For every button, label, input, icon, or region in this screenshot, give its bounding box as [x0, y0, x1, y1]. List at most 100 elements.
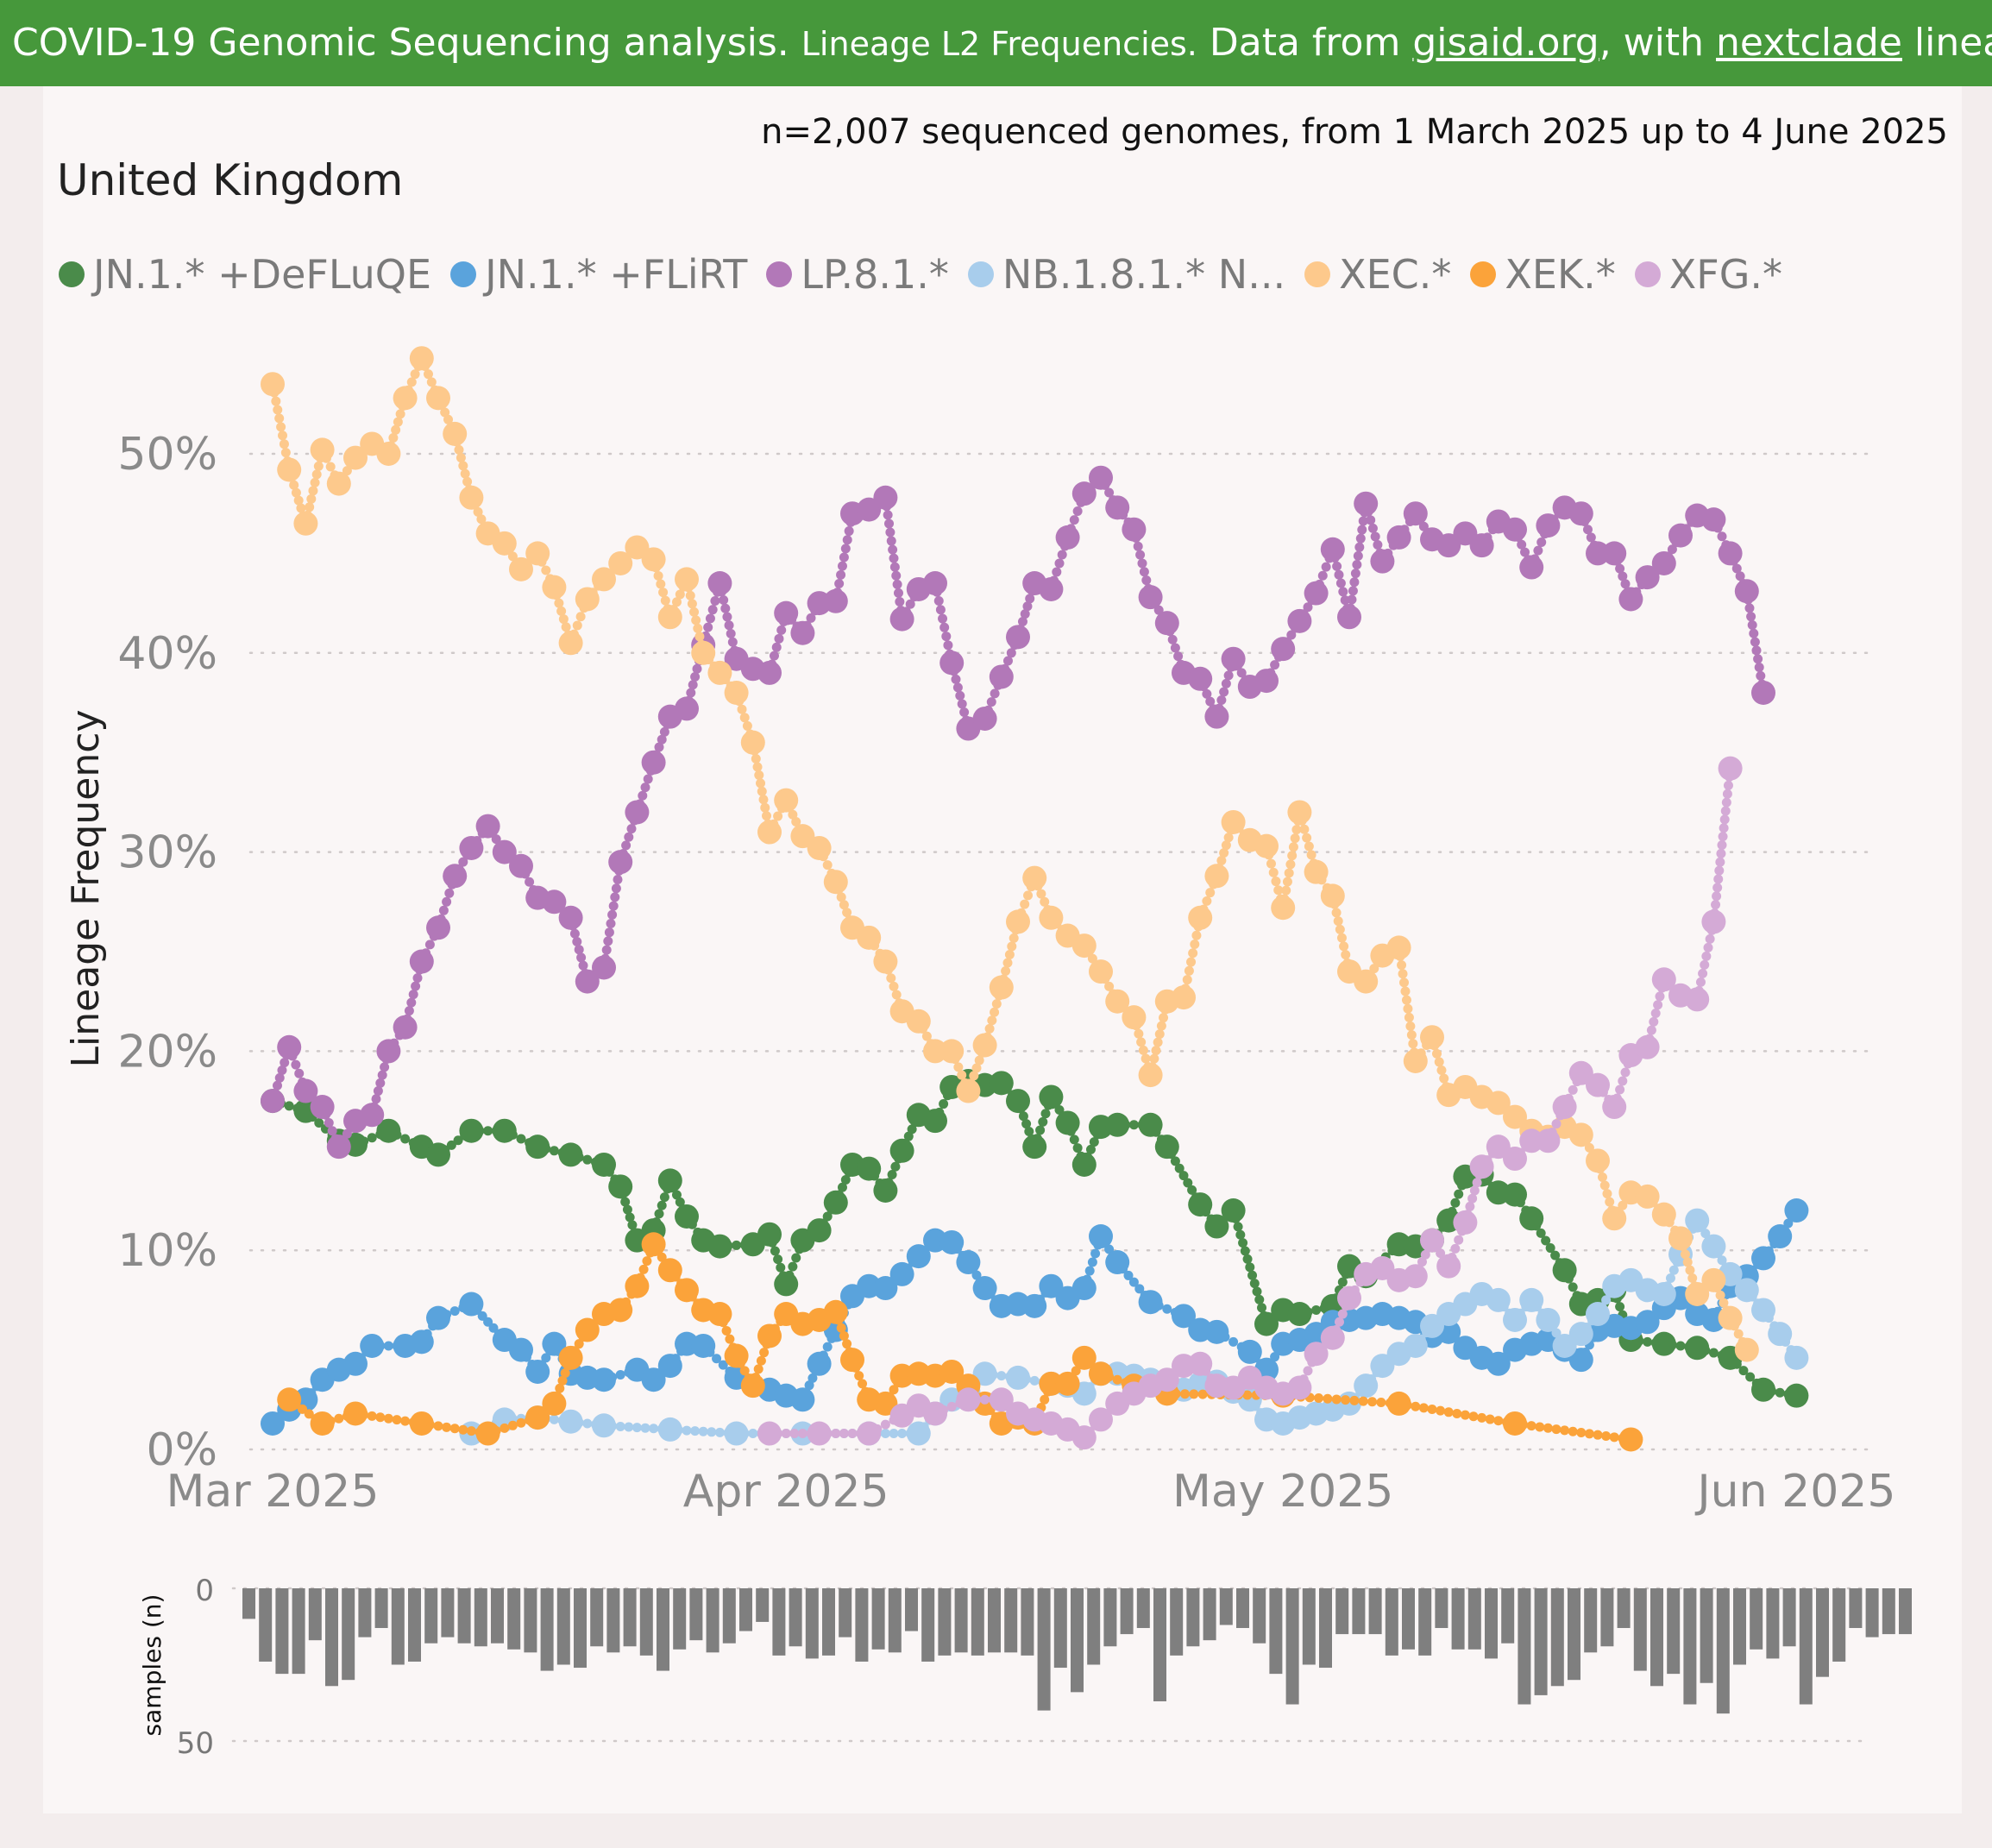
data-point[interactable] [1618, 587, 1643, 612]
data-point[interactable] [261, 1089, 285, 1114]
data-point[interactable] [1586, 1072, 1610, 1097]
data-point[interactable] [1618, 1427, 1643, 1452]
data-point[interactable] [1469, 1154, 1494, 1179]
data-point[interactable] [592, 1413, 616, 1438]
data-point[interactable] [1354, 1373, 1379, 1399]
data-point[interactable] [1718, 756, 1743, 781]
data-point[interactable] [1105, 1250, 1130, 1275]
sample-bar[interactable] [1584, 1588, 1598, 1653]
sample-bar[interactable] [574, 1588, 587, 1669]
data-point[interactable] [558, 905, 583, 930]
data-point[interactable] [1022, 865, 1047, 890]
sample-bar[interactable] [1319, 1588, 1332, 1669]
sample-bar[interactable] [855, 1588, 869, 1662]
data-point[interactable] [1089, 1407, 1113, 1432]
data-point[interactable] [1237, 1339, 1262, 1364]
sample-bar[interactable] [1600, 1588, 1614, 1647]
data-point[interactable] [956, 1387, 981, 1412]
legend-item[interactable]: JN.1.* +FLiRT [450, 251, 747, 298]
data-point[interactable] [1586, 1302, 1610, 1327]
data-point[interactable] [873, 949, 898, 974]
data-point[interactable] [1436, 1254, 1461, 1279]
data-point[interactable] [326, 1135, 351, 1160]
sample-bar[interactable] [590, 1588, 604, 1647]
sample-bar[interactable] [491, 1588, 504, 1644]
data-point[interactable] [1651, 1281, 1676, 1306]
sample-bar[interactable] [1485, 1588, 1498, 1659]
sample-bar[interactable] [805, 1588, 819, 1659]
sample-bar[interactable] [342, 1588, 355, 1681]
data-point[interactable] [1701, 909, 1726, 934]
sample-bar[interactable] [1882, 1588, 1895, 1635]
data-point[interactable] [1006, 625, 1030, 650]
data-point[interactable] [1751, 1377, 1775, 1402]
data-point[interactable] [790, 620, 815, 645]
data-point[interactable] [1188, 905, 1213, 930]
data-point[interactable] [277, 1387, 302, 1412]
data-point[interactable] [1287, 800, 1312, 825]
sample-bar[interactable] [971, 1588, 984, 1656]
data-point[interactable] [1039, 905, 1064, 930]
data-point[interactable] [1453, 1210, 1478, 1235]
sample-bar[interactable] [308, 1588, 322, 1641]
sample-bar[interactable] [1186, 1588, 1200, 1647]
data-point[interactable] [625, 1273, 650, 1298]
sample-bar[interactable] [1550, 1588, 1564, 1687]
data-point[interactable] [1586, 1148, 1610, 1173]
data-point[interactable] [409, 949, 434, 974]
data-point[interactable] [1386, 525, 1411, 550]
data-point[interactable] [1635, 1034, 1660, 1059]
data-point[interactable] [360, 1103, 385, 1128]
data-point[interactable] [1685, 1336, 1710, 1361]
data-point[interactable] [1751, 1246, 1775, 1271]
sample-bar[interactable] [1004, 1588, 1018, 1653]
data-point[interactable] [1568, 501, 1593, 526]
data-point[interactable] [873, 485, 898, 510]
data-point[interactable] [939, 1359, 965, 1384]
sample-bar[interactable] [739, 1588, 752, 1631]
data-point[interactable] [757, 1323, 782, 1348]
data-point[interactable] [1039, 1084, 1064, 1109]
sample-bar[interactable] [888, 1588, 902, 1653]
sample-bar[interactable] [457, 1588, 471, 1644]
data-point[interactable] [939, 651, 965, 676]
sample-bar[interactable] [954, 1588, 968, 1653]
data-point[interactable] [1668, 1226, 1693, 1251]
data-point[interactable] [1701, 1234, 1726, 1259]
data-point[interactable] [1536, 1307, 1561, 1332]
data-point[interactable] [443, 864, 468, 889]
data-point[interactable] [1122, 517, 1147, 542]
legend-item[interactable]: LP.8.1.* [766, 251, 949, 298]
data-point[interactable] [923, 571, 947, 596]
sample-bar[interactable] [606, 1588, 620, 1653]
sample-bar[interactable] [391, 1588, 405, 1665]
data-point[interactable] [857, 1421, 882, 1446]
data-point[interactable] [1503, 1182, 1527, 1207]
data-point[interactable] [774, 600, 799, 625]
data-point[interactable] [1089, 1224, 1113, 1249]
data-point[interactable] [923, 1109, 947, 1134]
sample-bar[interactable] [1385, 1588, 1398, 1656]
data-point[interactable] [1039, 576, 1064, 601]
sample-bar[interactable] [524, 1588, 537, 1653]
legend-item[interactable]: XEK.* [1470, 251, 1616, 298]
data-point[interactable] [873, 1276, 898, 1301]
sample-bar[interactable] [1633, 1588, 1647, 1671]
data-point[interactable] [840, 1348, 864, 1373]
data-point[interactable] [675, 696, 699, 721]
sample-bar[interactable] [839, 1588, 852, 1637]
sample-bar[interactable] [441, 1588, 455, 1637]
data-point[interactable] [675, 1204, 699, 1229]
data-point[interactable] [625, 800, 650, 825]
sample-bar[interactable] [1899, 1588, 1912, 1635]
sample-bar[interactable] [1418, 1588, 1432, 1656]
data-point[interactable] [1138, 1063, 1163, 1088]
sample-bar[interactable] [1285, 1588, 1299, 1705]
data-point[interactable] [492, 531, 517, 556]
data-point[interactable] [757, 660, 782, 685]
data-point[interactable] [807, 1218, 832, 1243]
data-point[interactable] [1320, 537, 1345, 562]
data-point[interactable] [1304, 1342, 1329, 1367]
data-point[interactable] [1651, 550, 1676, 575]
data-point[interactable] [492, 1118, 517, 1143]
